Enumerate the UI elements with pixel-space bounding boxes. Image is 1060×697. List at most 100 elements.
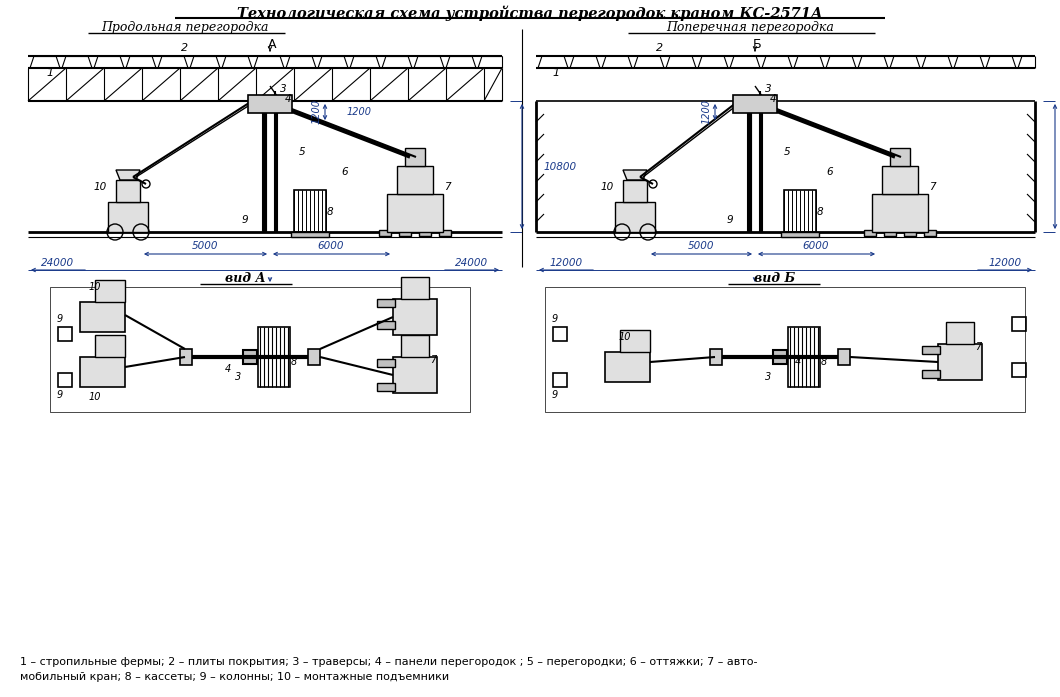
Bar [605,352,650,382]
Bar [922,346,940,354]
Text: 8: 8 [816,207,824,217]
Text: 7: 7 [444,182,450,192]
Bar [399,230,411,236]
Bar [882,166,918,194]
Text: 24000: 24000 [41,258,74,268]
Text: 10: 10 [89,282,102,292]
Bar [553,327,567,341]
Bar [623,180,647,202]
Text: 5: 5 [783,147,791,157]
Bar [294,190,326,232]
Text: 10800: 10800 [544,162,577,172]
Bar [405,148,425,166]
Bar [95,280,125,302]
Bar [393,357,437,393]
Bar [80,302,125,332]
Bar [243,350,257,364]
Bar [924,230,936,236]
Bar [116,180,140,202]
Bar [292,232,329,237]
Text: 5: 5 [299,147,305,157]
Text: 3: 3 [765,84,772,94]
Text: 3: 3 [765,372,771,382]
Bar [95,335,125,357]
Text: 6000: 6000 [318,241,344,251]
Text: 6: 6 [827,167,833,177]
Bar [419,230,431,236]
Text: 5000: 5000 [688,241,714,251]
Text: 9: 9 [552,314,559,324]
Bar [781,232,819,237]
Bar [393,299,437,335]
Bar [545,287,1025,412]
Bar [890,148,909,166]
Text: 12000: 12000 [549,258,583,268]
Text: 9: 9 [727,215,734,225]
Text: 6: 6 [341,167,349,177]
Text: 2: 2 [656,43,664,53]
Bar [904,230,916,236]
Text: 7: 7 [430,355,436,365]
Text: 4: 4 [770,94,777,104]
Bar [379,230,391,236]
Text: 12000: 12000 [988,258,1022,268]
Text: 1200: 1200 [702,100,712,125]
Text: 2: 2 [181,43,189,53]
Text: 10: 10 [89,392,102,402]
Text: 9: 9 [57,390,64,400]
Bar [620,330,650,352]
Text: Б: Б [753,38,761,50]
Bar [788,327,820,387]
Text: Поперечная перегородка: Поперечная перегородка [666,20,834,33]
Bar [401,277,429,299]
Text: 10: 10 [600,182,614,192]
Text: вид А: вид А [225,273,265,286]
Text: 6000: 6000 [802,241,829,251]
Text: 24000: 24000 [456,258,489,268]
Text: 1200: 1200 [312,100,322,125]
Bar [734,95,777,113]
Text: 10: 10 [93,182,107,192]
Text: 7: 7 [929,182,935,192]
Text: 4: 4 [285,94,292,104]
Bar [553,373,567,387]
Text: А: А [268,38,277,50]
Bar [710,349,722,365]
Bar [946,322,974,344]
Polygon shape [116,170,140,180]
Text: 8: 8 [820,357,827,367]
Text: мобильный кран; 8 – кассеты; 9 – колонны; 10 – монтажные подъемники: мобильный кран; 8 – кассеты; 9 – колонны… [20,672,449,682]
Text: 1: 1 [47,68,54,78]
Bar [872,194,928,232]
Bar [377,359,395,367]
Text: 8: 8 [326,207,333,217]
Bar [615,202,655,232]
Bar [58,327,72,341]
Bar [938,344,982,380]
Bar [773,350,787,364]
Text: вид Б: вид Б [755,273,796,286]
Text: 9: 9 [552,390,559,400]
Bar [377,383,395,391]
Bar [50,287,470,412]
Bar [401,335,429,357]
Bar [387,194,443,232]
Bar [838,349,850,365]
Text: 4: 4 [795,357,801,367]
Text: 1200: 1200 [347,107,372,117]
Bar [398,166,432,194]
Text: 3: 3 [235,372,241,382]
Text: 10: 10 [619,332,632,342]
Bar [864,230,876,236]
Text: 3: 3 [280,84,286,94]
Bar [180,349,192,365]
Text: 9: 9 [57,314,64,324]
Bar [108,202,148,232]
Text: 1: 1 [552,68,560,78]
Bar [308,349,320,365]
Bar [80,357,125,387]
Bar [884,230,896,236]
Text: 9: 9 [242,215,248,225]
Bar [1012,363,1026,377]
Text: 5000: 5000 [192,241,218,251]
